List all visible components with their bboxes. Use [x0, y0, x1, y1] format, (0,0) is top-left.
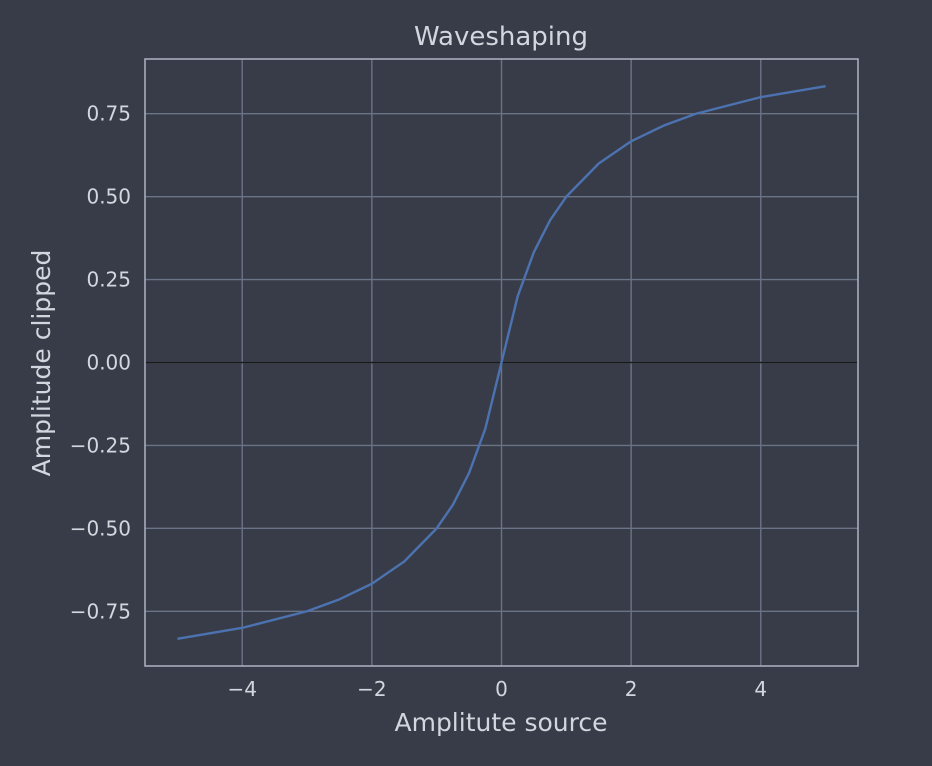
x-tick-label: −2	[357, 677, 386, 701]
series-layer	[177, 85, 826, 640]
y-tick-label: −0.25	[70, 433, 131, 457]
plot-frame	[144, 58, 859, 667]
x-tick-label: 4	[754, 677, 767, 701]
y-tick-label: 0.25	[86, 268, 131, 292]
y-tick-label: −0.75	[70, 599, 131, 623]
y-tick-label: 0.00	[86, 351, 131, 375]
y-tick-label: 0.50	[86, 185, 131, 209]
y-tick-label: −0.50	[70, 516, 131, 540]
x-axis-label: Amplitute source	[394, 708, 607, 737]
chart-title: Waveshaping	[414, 22, 588, 52]
y-axis-label: Amplitude clipped	[27, 250, 56, 477]
x-tick-label: 2	[625, 677, 638, 701]
series-line-0	[177, 85, 826, 640]
y-tick-label: 0.75	[86, 102, 131, 126]
x-tick-labels: −4 −2 0 2 4	[227, 677, 767, 701]
y-tick-labels: 0.75 0.50 0.25 0.00 −0.25 −0.50 −0.75	[70, 102, 131, 624]
x-tick-label: −4	[227, 677, 256, 701]
x-tick-label: 0	[495, 677, 508, 701]
